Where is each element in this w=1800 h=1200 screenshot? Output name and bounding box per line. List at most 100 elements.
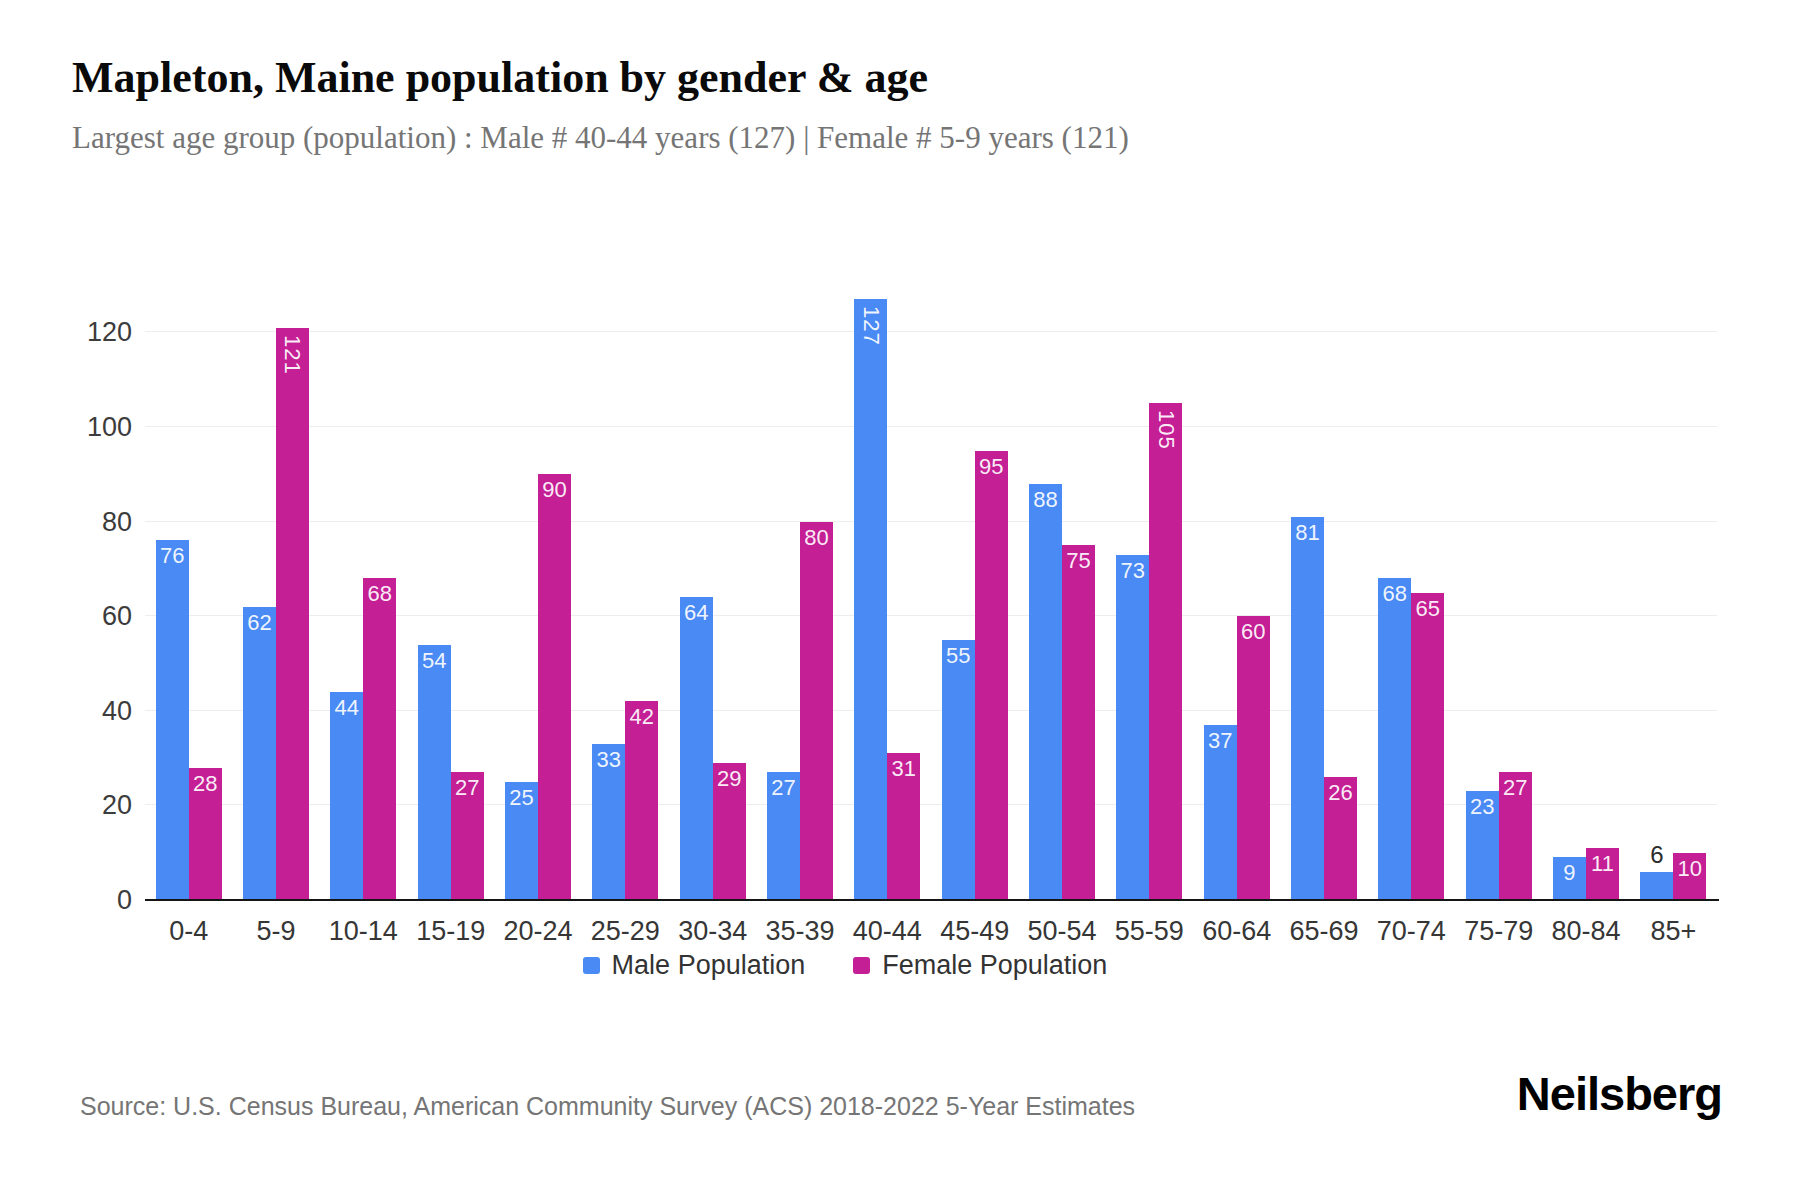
bar-value-label: 76 [156,544,189,568]
bar-value-label: 27 [1499,776,1532,800]
bar-value-label: 60 [1237,620,1270,644]
bar-group-5-9: 62 121 [232,285,319,900]
x-tick-label-50-54: 50-54 [1018,916,1105,947]
bar-group-70-74: 6865 [1368,285,1455,900]
legend-item-male-population[interactable]: Male Population [583,950,806,981]
x-tick-label-25-29: 25-29 [582,916,669,947]
x-tick-label-65-69: 65-69 [1280,916,1367,947]
male-bar-25-29[interactable]: 33 [592,744,625,900]
y-tick-label: 40 [0,697,132,725]
bar-value-label: 80 [800,526,833,550]
x-tick-label-85+: 85+ [1630,916,1717,947]
bar-group-15-19: 5427 [407,285,494,900]
bar-value-label: 68 [363,582,396,606]
female-bar-15-19[interactable]: 27 [451,772,484,900]
male-bar-20-24[interactable]: 25 [505,782,538,900]
x-tick-label-40-44: 40-44 [844,916,931,947]
female-bar-75-79[interactable]: 27 [1499,772,1532,900]
female-bar-30-34[interactable]: 29 [713,763,746,900]
y-axis: 020406080100120 [0,285,132,900]
y-tick-label: 20 [0,791,132,819]
x-tick-label-60-64: 60-64 [1193,916,1280,947]
female-bar-80-84[interactable]: 11 [1586,848,1619,900]
female-bar-60-64[interactable]: 60 [1237,616,1270,900]
legend-item-female-population[interactable]: Female Population [853,950,1107,981]
male-bar-0-4[interactable]: 76 [156,540,189,900]
bar-value-label: 9 [1553,861,1586,885]
bar-value-label: 55 [942,644,975,668]
male-bar-50-54[interactable]: 88 [1029,484,1062,900]
female-bar-85+[interactable]: 10 [1673,853,1706,900]
chart-subtitle: Largest age group (population) : Male # … [72,120,1129,156]
female-bar-50-54[interactable]: 75 [1062,545,1095,900]
male-bar-70-74[interactable]: 68 [1378,578,1411,900]
legend: Male Population Female Population [0,950,1690,981]
bar-value-label: 10 [1673,857,1706,881]
bar-value-label: 26 [1324,781,1357,805]
male-bar-35-39[interactable]: 27 [767,772,800,900]
bar-value-label: 23 [1466,795,1499,819]
female-bar-25-29[interactable]: 42 [625,701,658,900]
x-tick-label-45-49: 45-49 [931,916,1018,947]
female-bar-45-49[interactable]: 95 [975,451,1008,900]
bar-group-50-54: 88 75 [1018,285,1105,900]
bar-value-label: 88 [1029,488,1062,512]
bar-value-label: 68 [1378,582,1411,606]
bar-value-label: 28 [189,772,222,796]
brand-logo: Neilsberg [1517,1066,1722,1121]
y-tick-label: 0 [0,886,132,914]
bar-value-label: 121 [280,335,304,375]
male-bar-55-59[interactable]: 73 [1116,555,1149,900]
female-bar-5-9[interactable]: 121 [276,328,309,900]
bar-value-label: 25 [505,786,538,810]
bar-value-label: 31 [887,757,920,781]
female-bar-10-14[interactable]: 68 [363,578,396,900]
female-bar-70-74[interactable]: 65 [1411,593,1444,901]
male-bar-85+[interactable]: 6 [1640,872,1673,900]
male-bar-80-84[interactable]: 9 [1553,857,1586,900]
female-bar-20-24[interactable]: 90 [538,474,571,900]
female-bar-40-44[interactable]: 31 [887,753,920,900]
bar-group-40-44: 12731 [844,285,931,900]
bar-value-label: 75 [1062,549,1095,573]
bar-value-label: 44 [330,696,363,720]
source-note: Source: U.S. Census Bureau, American Com… [80,1092,1135,1121]
male-bar-60-64[interactable]: 37 [1204,725,1237,900]
legend-swatch-icon [853,957,870,974]
male-bar-65-69[interactable]: 81 [1291,517,1324,900]
plot-area: 7628621214468542725903342642927801273155… [145,285,1717,900]
chart-canvas: Mapleton, Maine population by gender & a… [0,0,1800,1200]
male-bar-10-14[interactable]: 44 [330,692,363,900]
x-axis-line [145,899,1719,901]
bar-group-10-14: 44 68 [320,285,407,900]
male-bar-45-49[interactable]: 55 [942,640,975,900]
bar-value-label: 27 [767,776,800,800]
bar-group-30-34: 6429 [669,285,756,900]
male-bar-75-79[interactable]: 23 [1466,791,1499,900]
female-bar-35-39[interactable]: 80 [800,522,833,900]
male-bar-15-19[interactable]: 54 [418,645,451,900]
legend-label: Female Population [882,950,1107,981]
legend-label: Male Population [612,950,806,981]
y-tick-label: 60 [0,602,132,630]
male-bar-40-44[interactable]: 127 [854,299,887,900]
bar-group-25-29: 3342 [582,285,669,900]
bar-group-35-39: 27 80 [756,285,843,900]
bar-value-label: 29 [713,767,746,791]
chart-title: Mapleton, Maine population by gender & a… [72,52,928,103]
male-bar-30-34[interactable]: 64 [680,597,713,900]
female-bar-55-59[interactable]: 105 [1149,403,1182,900]
bar-group-20-24: 25 90 [494,285,581,900]
female-bar-0-4[interactable]: 28 [189,768,222,900]
y-tick-label: 120 [0,318,132,346]
bar-group-0-4: 76 28 [145,285,232,900]
bar-group-65-69: 8126 [1280,285,1367,900]
bar-value-label: 73 [1116,559,1149,583]
bar-value-label: 90 [538,478,571,502]
bar-group-80-84: 911 [1542,285,1629,900]
male-bar-5-9[interactable]: 62 [243,607,276,900]
bar-value-label: 6 [1640,843,1673,867]
bar-value-label: 105 [1154,410,1178,450]
x-tick-label-0-4: 0-4 [145,916,232,947]
female-bar-65-69[interactable]: 26 [1324,777,1357,900]
